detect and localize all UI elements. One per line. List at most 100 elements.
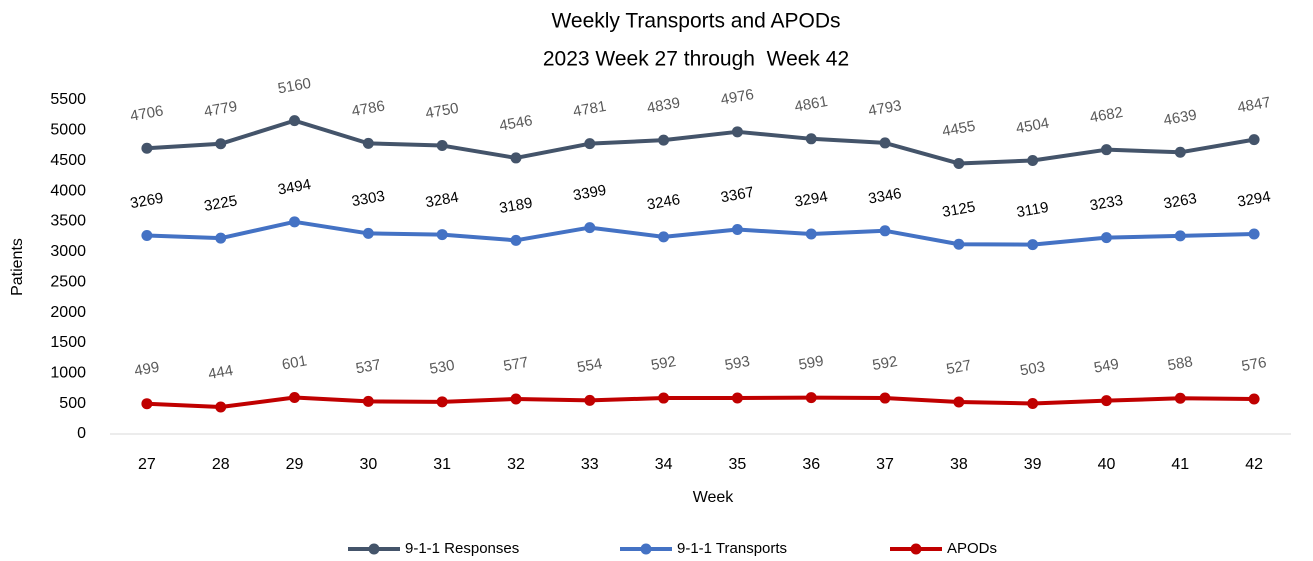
series-line bbox=[146, 118, 1255, 166]
data-label: 4546 bbox=[498, 112, 534, 135]
data-point bbox=[215, 232, 227, 244]
data-point bbox=[1100, 395, 1112, 407]
data-label: 4847 bbox=[1236, 94, 1272, 117]
data-label: 4682 bbox=[1088, 104, 1124, 127]
data-point bbox=[510, 393, 522, 405]
data-label: 527 bbox=[945, 357, 973, 378]
data-label: 4976 bbox=[719, 86, 755, 109]
y-tick-label: 4000 bbox=[50, 182, 86, 199]
data-point bbox=[953, 396, 965, 408]
legend-marker bbox=[368, 543, 380, 555]
x-tick-label: 33 bbox=[581, 456, 599, 473]
x-tick-label: 39 bbox=[1024, 456, 1042, 473]
data-label: 4706 bbox=[129, 102, 165, 125]
legend-label: 9-1-1 Transports bbox=[677, 540, 787, 557]
y-tick-label: 5000 bbox=[50, 122, 86, 139]
y-tick-label: 0 bbox=[77, 425, 86, 442]
data-label: 576 bbox=[1240, 354, 1268, 375]
data-label: 3346 bbox=[867, 185, 903, 208]
data-point bbox=[141, 142, 153, 154]
y-tick-label: 3500 bbox=[50, 213, 86, 230]
data-label: 444 bbox=[207, 362, 235, 383]
data-label: 601 bbox=[281, 352, 309, 373]
data-point bbox=[731, 392, 743, 404]
x-tick-label: 42 bbox=[1245, 456, 1263, 473]
y-tick-label: 2500 bbox=[50, 273, 86, 290]
data-label: 549 bbox=[1093, 356, 1121, 377]
data-point bbox=[879, 392, 891, 404]
data-point bbox=[510, 152, 522, 164]
data-point bbox=[731, 126, 743, 138]
data-label: 577 bbox=[502, 354, 530, 375]
data-point bbox=[141, 398, 153, 410]
data-point bbox=[1027, 397, 1039, 409]
data-label: 3263 bbox=[1162, 190, 1198, 213]
x-tick-label: 32 bbox=[507, 456, 525, 473]
data-point bbox=[215, 138, 227, 150]
legend-label: APODs bbox=[947, 540, 997, 557]
data-point bbox=[1174, 230, 1186, 242]
data-point bbox=[1248, 393, 1260, 405]
x-tick-label: 40 bbox=[1098, 456, 1116, 473]
x-tick-label: 38 bbox=[950, 456, 968, 473]
data-point bbox=[215, 401, 227, 413]
data-label: 3269 bbox=[129, 190, 165, 213]
data-point bbox=[1248, 228, 1260, 240]
data-label: 592 bbox=[871, 353, 899, 374]
data-label: 3225 bbox=[203, 192, 239, 215]
data-point bbox=[584, 394, 596, 406]
data-label: 3246 bbox=[646, 191, 682, 214]
data-label: 5160 bbox=[277, 75, 313, 98]
data-label: 593 bbox=[724, 353, 752, 374]
x-tick-label: 37 bbox=[876, 456, 894, 473]
data-point bbox=[1027, 154, 1039, 166]
data-point bbox=[362, 227, 374, 239]
y-tick-label: 500 bbox=[59, 395, 86, 412]
x-tick-label: 31 bbox=[433, 456, 451, 473]
data-point bbox=[289, 115, 301, 127]
data-point bbox=[1248, 134, 1260, 146]
data-label: 592 bbox=[650, 353, 678, 374]
data-point bbox=[1174, 146, 1186, 158]
data-point bbox=[658, 134, 670, 146]
data-label: 4786 bbox=[350, 98, 386, 121]
data-point bbox=[141, 229, 153, 241]
data-label: 3189 bbox=[498, 195, 534, 218]
data-label: 4781 bbox=[572, 98, 608, 121]
data-point bbox=[1100, 232, 1112, 244]
series-line bbox=[146, 395, 1255, 410]
legend-marker bbox=[910, 543, 922, 555]
data-point bbox=[953, 238, 965, 250]
data-label: 4639 bbox=[1162, 106, 1198, 129]
data-point bbox=[436, 396, 448, 408]
data-point bbox=[1174, 392, 1186, 404]
y-tick-label: 4500 bbox=[50, 152, 86, 169]
data-point bbox=[879, 225, 891, 237]
y-tick-label: 5500 bbox=[50, 91, 86, 108]
data-label: 4793 bbox=[867, 97, 903, 120]
data-label: 3233 bbox=[1088, 192, 1124, 215]
chart-title: Weekly Transports and APODs bbox=[551, 10, 840, 33]
data-point bbox=[879, 137, 891, 149]
data-point bbox=[289, 392, 301, 404]
data-point bbox=[584, 222, 596, 234]
series-line bbox=[146, 219, 1255, 247]
x-tick-label: 34 bbox=[655, 456, 673, 473]
data-label: 3367 bbox=[719, 184, 755, 207]
data-point bbox=[658, 231, 670, 243]
data-label: 4839 bbox=[646, 94, 682, 117]
data-label: 3303 bbox=[350, 188, 386, 211]
data-label: 3294 bbox=[1236, 188, 1272, 211]
x-tick-label: 28 bbox=[212, 456, 230, 473]
data-label: 599 bbox=[797, 353, 825, 374]
y-tick-label: 3000 bbox=[50, 243, 86, 260]
data-point bbox=[805, 133, 817, 145]
data-point bbox=[510, 234, 522, 246]
x-tick-label: 27 bbox=[138, 456, 156, 473]
data-point bbox=[731, 224, 743, 236]
y-axis-title: Patients bbox=[9, 238, 26, 296]
data-label: 503 bbox=[1019, 358, 1047, 379]
y-tick-label: 1000 bbox=[50, 364, 86, 381]
data-point bbox=[1100, 144, 1112, 156]
